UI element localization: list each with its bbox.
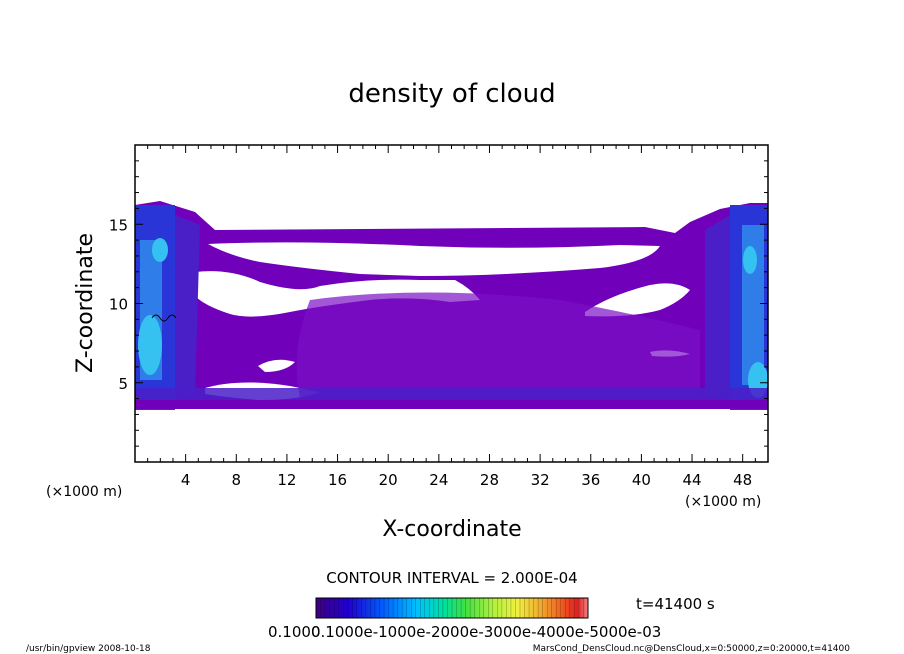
cloud-core xyxy=(296,292,700,398)
colorbar-label-overlap: 0.1000e-1000e-2000e-3000e-4000e-5000e-03 xyxy=(311,623,661,641)
x-tick-label: 32 xyxy=(531,471,550,489)
x-tick-label: 24 xyxy=(429,471,448,489)
y-tick-label: 15 xyxy=(109,216,128,234)
x-tick-label: 16 xyxy=(328,471,347,489)
y-axis-label: Z-coordinate xyxy=(73,233,98,373)
x-tick-label: 36 xyxy=(581,471,600,489)
clear-gap-1 xyxy=(208,242,660,276)
x-tick-label: 12 xyxy=(277,471,296,489)
density-field xyxy=(135,201,768,410)
left-cyan-patch-2 xyxy=(152,238,168,262)
x-tick-label: 8 xyxy=(232,471,242,489)
x-tick-label: 40 xyxy=(632,471,651,489)
contour-line xyxy=(151,314,177,322)
x-tick-label: 48 xyxy=(733,471,752,489)
chart-title: density of cloud xyxy=(348,79,555,109)
footer-left: /usr/bin/gpview 2008-10-18 xyxy=(26,644,151,654)
x-unit-left: (×1000 m) xyxy=(46,484,122,500)
left-cyan-patch xyxy=(138,315,162,375)
x-tick-label: 20 xyxy=(379,471,398,489)
clear-gap-3 xyxy=(585,283,690,317)
x-tick-label: 44 xyxy=(682,471,701,489)
bottom-edge xyxy=(135,400,768,409)
contour-interval: CONTOUR INTERVAL = 2.000E-04 xyxy=(326,569,577,587)
right-transition xyxy=(705,215,730,400)
y-tick-label: 5 xyxy=(118,375,128,393)
clear-gap-2 xyxy=(195,271,480,317)
left-transition xyxy=(175,215,200,400)
right-cyan-patch-2 xyxy=(743,246,757,274)
y-tick-label: 10 xyxy=(109,296,128,314)
y-axis: 5 10 15 xyxy=(109,160,768,447)
x-unit-right: (×1000 m) xyxy=(685,494,761,510)
colorbar-label-min: 0.1000 xyxy=(268,623,321,641)
colorbar-ticks xyxy=(320,598,584,618)
x-axis-label: X-coordinate xyxy=(382,517,521,542)
clear-gap-5 xyxy=(258,359,295,372)
x-axis: 4 8 12 16 20 24 28 32 36 40 44 48 xyxy=(147,145,756,489)
footer-right: MarsCond_DensCloud.nc@DensCloud,x=0:5000… xyxy=(533,644,850,654)
x-tick-label: 4 xyxy=(181,471,191,489)
x-tick-label: 28 xyxy=(480,471,499,489)
time-label: t=41400 s xyxy=(636,595,715,613)
